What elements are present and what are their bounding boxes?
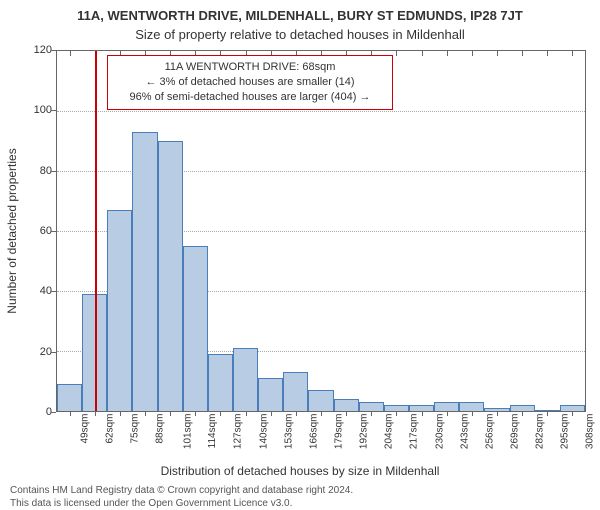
plot-area: 49sqm62sqm75sqm88sqm101sqm114sqm127sqm14… [56, 50, 586, 412]
bar [434, 402, 459, 411]
x-tick: 88sqm [154, 414, 165, 444]
y-tick: 40 [24, 285, 52, 297]
histogram-chart: Number of detached properties 49sqm62sqm… [56, 50, 586, 412]
x-tick: 192sqm [358, 414, 369, 450]
page-subtitle: Size of property relative to detached ho… [0, 27, 600, 42]
bar [208, 354, 233, 411]
x-tick: 308sqm [585, 414, 596, 450]
x-tick: 140sqm [258, 414, 269, 450]
bar [334, 399, 359, 411]
x-tick: 243sqm [459, 414, 470, 450]
y-tick: 60 [24, 225, 52, 237]
x-tick: 230sqm [434, 414, 445, 450]
x-tick: 179sqm [333, 414, 344, 450]
bar [283, 372, 308, 411]
bar [308, 390, 333, 411]
bar [233, 348, 258, 411]
footer-line2: This data is licensed under the Open Gov… [10, 497, 590, 510]
y-tick: 100 [24, 104, 52, 116]
callout-line3: 96% of semi-detached houses are larger (… [116, 90, 384, 105]
x-tick: 269sqm [509, 414, 520, 450]
x-tick: 127sqm [233, 414, 244, 450]
bar [158, 141, 183, 411]
x-tick: 295sqm [560, 414, 571, 450]
x-tick: 256sqm [484, 414, 495, 450]
bar [132, 132, 157, 411]
x-tick: 282sqm [534, 414, 545, 450]
x-tick: 75sqm [129, 414, 140, 444]
x-axis-label: Distribution of detached houses by size … [0, 464, 600, 478]
x-tick: 204sqm [384, 414, 395, 450]
callout-box: 11A WENTWORTH DRIVE: 68sqm ← 3% of detac… [107, 55, 393, 110]
x-tick: 114sqm [207, 414, 218, 449]
x-tick: 217sqm [409, 414, 420, 450]
y-axis-label: Number of detached properties [5, 148, 19, 313]
y-tick: 120 [24, 44, 52, 56]
callout-line2: ← 3% of detached houses are smaller (14) [116, 75, 384, 90]
bar [107, 210, 132, 411]
x-tick: 153sqm [283, 414, 294, 450]
page-title: 11A, WENTWORTH DRIVE, MILDENHALL, BURY S… [0, 8, 600, 23]
bar [57, 384, 82, 411]
y-tick: 80 [24, 165, 52, 177]
bar [258, 378, 283, 411]
bar [183, 246, 208, 411]
x-tick: 62sqm [104, 414, 115, 444]
property-marker-line [95, 51, 97, 411]
y-tick: 20 [24, 346, 52, 358]
y-tick: 0 [24, 406, 52, 418]
x-tick: 166sqm [308, 414, 319, 450]
x-tick: 49sqm [79, 414, 90, 444]
callout-line1: 11A WENTWORTH DRIVE: 68sqm [116, 60, 384, 75]
x-tick: 101sqm [182, 414, 193, 450]
bar [459, 402, 484, 411]
footer-line1: Contains HM Land Registry data © Crown c… [10, 484, 590, 497]
bar [359, 402, 384, 411]
